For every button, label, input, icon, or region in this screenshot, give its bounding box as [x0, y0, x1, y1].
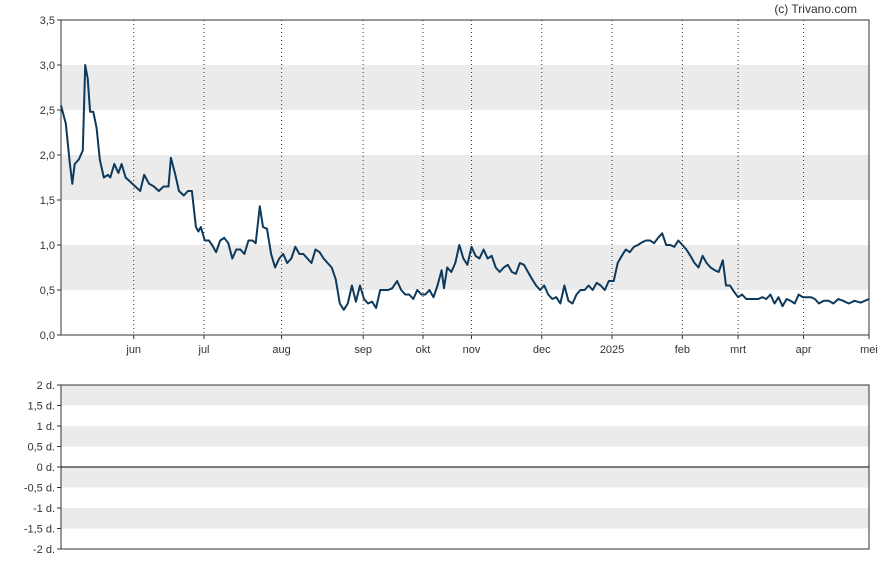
grid-band — [61, 508, 869, 529]
price-chart: 0,0 0,5 1,0 1,5 2,0 2,5 3,0 3,5 jun jul aug sep okt… — [40, 2, 878, 356]
secondary-chart: 2 d. 1,5 d. 1 d. 0,5 d. 0 d. -0,5 d. -1 d. -1,5… — [24, 380, 870, 556]
x-tick-label: dec — [533, 344, 551, 356]
x-tick-label: nov — [463, 344, 481, 356]
y-tick-label: 0,0 — [40, 330, 55, 342]
grid-band — [61, 155, 869, 200]
y-tick-label: 1,5 d. — [27, 401, 55, 413]
x-tick-label: aug — [272, 344, 290, 356]
x-tick-label: mei — [860, 344, 878, 356]
price-chart-y-axis: 0,0 0,5 1,0 1,5 2,0 2,5 3,0 3,5 — [40, 15, 61, 342]
y-tick-label: 0 d. — [37, 462, 55, 474]
grid-band — [61, 385, 869, 406]
y-tick-label: 3,5 — [40, 15, 55, 27]
x-tick-label: mrt — [730, 344, 746, 356]
y-tick-label: 1,0 — [40, 240, 55, 252]
price-chart-frame — [60, 19, 870, 336]
y-tick-label: 1,5 — [40, 195, 55, 207]
price-chart-grid-bands — [61, 65, 869, 290]
grid-band — [61, 467, 869, 488]
grid-band — [61, 245, 869, 290]
y-tick-label: -1,5 d. — [24, 524, 55, 536]
y-tick-label: -0,5 d. — [24, 483, 55, 495]
price-chart-vertical-gridlines — [133, 20, 805, 335]
y-tick-label: 2 d. — [37, 380, 55, 392]
x-tick-label: apr — [796, 344, 812, 356]
x-tick-label: sep — [354, 344, 372, 356]
y-tick-label: 2,0 — [40, 150, 55, 162]
y-tick-label: -2 d. — [33, 544, 55, 556]
price-series-line — [60, 64, 870, 311]
y-tick-label: 3,0 — [40, 60, 55, 72]
x-tick-label: jul — [198, 344, 210, 356]
y-tick-label: -1 d. — [33, 503, 55, 515]
y-tick-label: 1 d. — [37, 421, 55, 433]
x-tick-label: jun — [125, 344, 141, 356]
y-tick-label: 2,5 — [40, 105, 55, 117]
x-tick-label: feb — [675, 344, 690, 356]
x-tick-label: okt — [416, 344, 431, 356]
price-chart-x-axis: jun jul aug sep okt nov dec 2025 feb mrt apr mei — [125, 335, 878, 356]
x-tick-label: 2025 — [600, 344, 624, 356]
secondary-chart-y-axis: 2 d. 1,5 d. 1 d. 0,5 d. 0 d. -0,5 d. -1 d. -1,5… — [24, 380, 61, 556]
y-tick-label: 0,5 — [40, 285, 55, 297]
credit-label: (c) Trivano.com — [774, 2, 857, 16]
secondary-chart-grid-bands — [61, 385, 869, 529]
grid-band — [61, 426, 869, 447]
grid-band — [61, 65, 869, 110]
y-tick-label: 0,5 d. — [27, 442, 55, 454]
